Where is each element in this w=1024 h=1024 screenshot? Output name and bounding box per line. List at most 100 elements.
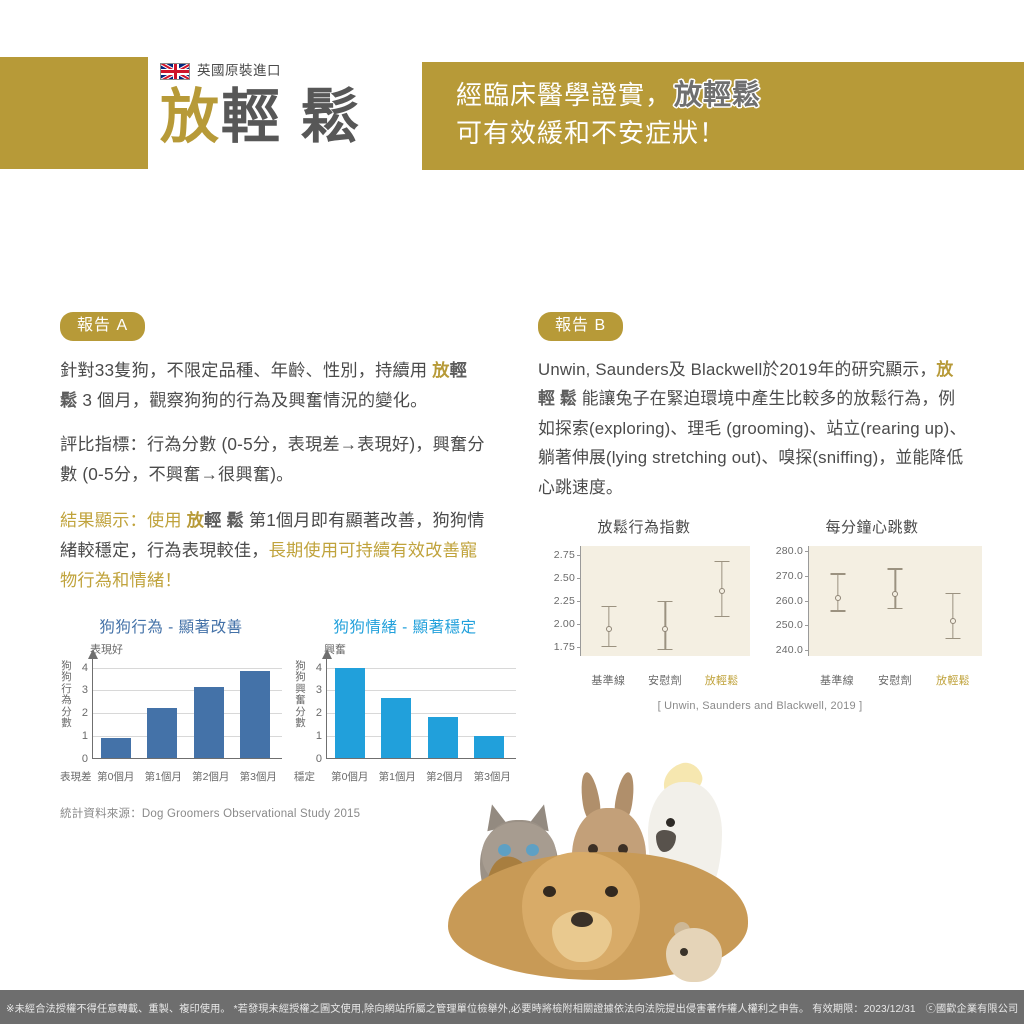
- xtick: 第1個月: [144, 770, 182, 783]
- claim-line-1: 經臨床醫學證實，放輕鬆: [456, 76, 1016, 114]
- bar: [239, 671, 270, 758]
- chart-dog-behaviour-yticks: 0 1 2 3 4: [75, 659, 88, 765]
- brand-logo: 放輕 鬆: [160, 84, 430, 150]
- report-a-result-prefix: 結果顯示：使用: [60, 509, 187, 530]
- report-a-result-brand2: 輕 鬆: [204, 509, 244, 530]
- bird-eye: [666, 818, 675, 827]
- ytick: 2.25: [553, 595, 575, 607]
- ytick: 270.0: [775, 569, 803, 582]
- chart-dog-mood-bars: [327, 659, 512, 758]
- error-bar-item: [818, 546, 858, 656]
- ytick: 4: [315, 661, 322, 674]
- report-a-p1-part2: 3 個月，觀察狗狗的行為及興奮情況的變化。: [77, 389, 428, 410]
- ytick: 2.50: [553, 572, 575, 585]
- report-b-p1-part2: 能讓兔子在緊迫環境中產生比較多的放鬆行為，例如探索(exploring)、理毛 …: [538, 389, 967, 497]
- report-b-badge: 報告 B: [538, 312, 624, 341]
- dog-eye-left: [543, 886, 556, 897]
- error-bar-item: [933, 546, 973, 656]
- hamster-eye: [680, 948, 688, 956]
- chart-relaxation-index-plot: [577, 546, 750, 656]
- error-bar-item: [645, 546, 685, 656]
- bar: [101, 738, 132, 758]
- ytick: 2.00: [553, 617, 575, 630]
- xtick: 第0個月: [97, 770, 135, 783]
- bar: [381, 698, 412, 758]
- ytick: 1: [81, 729, 88, 742]
- header-gold-block-left: [0, 57, 148, 169]
- report-a-paragraph-2: 評比指標：行為分數 (0-5分，表現差→表現好)，興奮分數 (0-5分，不興奮→…: [60, 433, 485, 484]
- ytick: 3: [81, 684, 88, 697]
- ytick: 1.75: [553, 640, 575, 653]
- report-b-p1-brand1: 放: [936, 359, 954, 379]
- chart-dog-behaviour-xaxis: 表現差 第0個月 第1個月 第2個月 第3個月: [60, 770, 282, 783]
- claim-line-1-text: 經臨床醫學證實，: [456, 80, 673, 110]
- chart-heart-rate-title: 每分鐘心跳數: [825, 519, 919, 536]
- ytick: 2: [315, 707, 322, 719]
- xtick: 第2個月: [426, 770, 464, 783]
- ytick: 2: [81, 707, 88, 719]
- ytick: 1: [315, 729, 322, 742]
- chart-dog-behaviour-ylabel: 狗狗行為分數: [61, 659, 72, 729]
- footer-disclaimer-text: ※未經合法授權不得任意轉載、重製、複印使用。 *若發現未經授權之圖文使用,除向網…: [6, 1003, 916, 1015]
- axis-arrow-icon: [321, 648, 332, 659]
- bar: [427, 716, 458, 758]
- chart-heart-rate-plot: [805, 546, 982, 656]
- xtick: 第3個月: [473, 770, 511, 783]
- error-bar-item: [875, 546, 915, 656]
- chart-dog-behaviour: 狗狗行為 - 顯著改善 表現好 狗狗行為分數 0 1 2 3 4: [60, 620, 282, 798]
- xtick: 基準線: [820, 675, 854, 687]
- brand-logo-char2: 輕 鬆: [221, 84, 362, 150]
- chart-dog-behaviour-ytop: 表現好: [90, 643, 123, 656]
- ytick: 2.75: [553, 549, 575, 562]
- rabbit-eye-right: [618, 844, 628, 854]
- xtick: 第3個月: [239, 770, 277, 783]
- report-a-column: 報告 A 針對33隻狗，不限定品種、年齡、性別，持續用 放輕 鬆 3 個月，觀察…: [60, 312, 488, 595]
- xtick-highlight: 放輕鬆: [936, 675, 970, 687]
- report-a-result: 結果顯示：使用 放輕 鬆 第1個月即有顯著改善，狗狗情緒較穩定，行為表現較佳，長…: [60, 505, 488, 595]
- xtick: 基準線: [591, 675, 626, 687]
- report-a-result-highlight: 長期使用可持續有效改善寵物行為和情緒！: [60, 539, 478, 590]
- chart-dog-mood-yticks: 0 1 2 3 4: [309, 659, 322, 765]
- footer-disclaimer: ※未經合法授權不得任意轉載、重製、複印使用。 *若發現未經授權之圖文使用,除向網…: [0, 1000, 1018, 1015]
- xtick: 安慰劑: [648, 675, 682, 687]
- report-a-p1-brand1: 放: [432, 359, 450, 380]
- bird-beak: [656, 830, 676, 852]
- chart-relaxation-index-title: 放鬆行為指數: [597, 519, 691, 536]
- footer-copyright: ⓒ國歡企業有限公司: [925, 1003, 1019, 1015]
- chart-dog-mood-ylabel: 狗狗興奮分數: [295, 659, 306, 729]
- report-a-p1-part1: 針對33隻狗，不限定品種、年齡、性別，持續用: [60, 359, 433, 380]
- axis-arrow-icon: [87, 648, 98, 659]
- brand-block: 英國原裝進口 放輕 鬆: [160, 60, 430, 150]
- ytick: 240.0: [775, 644, 803, 656]
- report-a-source: 統計資料來源：Dog Groomers Observational Study …: [60, 808, 361, 820]
- claim-line-1-brand: 放輕鬆: [674, 79, 762, 110]
- header-claim: 經臨床醫學證實，放輕鬆 可有效緩和不安症狀！: [456, 76, 1016, 152]
- origin-label: 英國原裝進口: [197, 63, 281, 79]
- report-a-badge: 報告 A: [60, 312, 146, 341]
- rabbit-eye-left: [588, 844, 598, 854]
- rabbit-error-charts: 放鬆行為指數 2.75 2.50 2.25 2.00 1.75: [538, 520, 982, 700]
- footer-bar: ※未經合法授權不得任意轉載、重製、複印使用。 *若發現未經授權之圖文使用,除向網…: [0, 990, 1024, 1024]
- report-b-p1-part1: Unwin, Saunders及 Blackwell於2019年的研究顯示，: [538, 359, 937, 379]
- ytick: 3: [315, 684, 322, 697]
- chart-relaxation-index-yticks: 2.75 2.50 2.25 2.00 1.75: [538, 546, 578, 656]
- report-a-result-mid: 第1個月即有顯著改善，狗狗情緒較穩定，行為表現較佳，: [60, 509, 485, 560]
- ytick: 4: [81, 661, 88, 674]
- xtick: 第0個月: [331, 770, 369, 783]
- dog-bar-charts: 狗狗行為 - 顯著改善 表現好 狗狗行為分數 0 1 2 3 4: [60, 620, 516, 798]
- xtick: 第2個月: [192, 770, 230, 783]
- header-gold-block-right: [422, 62, 1024, 170]
- error-bar-item: [702, 546, 742, 656]
- chart-heart-rate-xaxis: 基準線 安慰劑 放輕鬆: [808, 672, 982, 688]
- bar: [147, 707, 178, 758]
- ytick: 260.0: [775, 594, 803, 607]
- ytick: 0: [81, 752, 88, 765]
- chart-dog-behaviour-bars: [93, 659, 278, 758]
- chart-relaxation-index-xaxis: 基準線 安慰劑 放輕鬆: [580, 672, 750, 688]
- brand-logo-char1: 放: [160, 84, 222, 150]
- ytick: 0: [315, 752, 322, 765]
- origin-row: 英國原裝進口: [160, 60, 430, 82]
- chart-heart-rate: 每分鐘心跳數 280.0 270.0 260.0 250.0 240.0: [762, 520, 982, 700]
- chart-dog-mood-xaxis: 穩定 第0個月 第1個月 第2個月 第3個月: [294, 770, 516, 783]
